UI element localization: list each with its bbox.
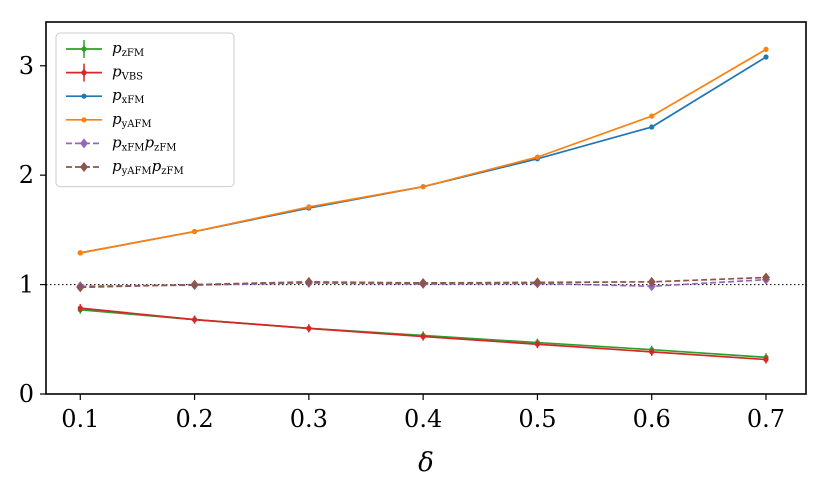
data-point (191, 317, 198, 323)
data-point (80, 138, 88, 149)
legend: pzFM pVBS pxFM pyAFM pxFMpzFM pyAFMpzFM (55, 32, 235, 188)
data-point (763, 356, 769, 363)
legend-item: pVBS (66, 63, 143, 83)
series-p-yafm-p-zfm (76, 272, 770, 293)
x-axis-label: δ (418, 448, 434, 478)
data-point (649, 124, 655, 130)
data-point (649, 113, 655, 119)
legend-box (55, 32, 235, 188)
x-tick-label: 0.2 (175, 405, 213, 433)
legend-label: pVBS (112, 63, 143, 83)
y-tick-label: 0 (19, 380, 34, 408)
legend-item: pyAFM (66, 110, 152, 130)
data-point (533, 277, 542, 288)
data-point (647, 276, 656, 287)
y-axis: 0 1 2 3 (19, 52, 46, 408)
data-point (190, 279, 199, 290)
legend-label: pyAFMpzFM (112, 157, 184, 177)
legend-item: pyAFMpzFM (66, 157, 184, 177)
legend-label: pyAFM (112, 110, 152, 130)
x-tick-label: 0.4 (404, 405, 442, 433)
data-point (763, 54, 769, 60)
legend-item: pxFM (66, 86, 144, 106)
data-point (191, 228, 198, 235)
y-tick-label: 2 (19, 161, 34, 189)
y-tick-label: 3 (19, 52, 34, 80)
data-point (81, 117, 87, 123)
data-point (763, 46, 769, 52)
data-point (77, 305, 83, 311)
data-point (306, 325, 312, 331)
data-point (762, 272, 770, 283)
series-p-vbs (77, 304, 769, 364)
data-point (76, 282, 85, 293)
series-p-yafm (77, 46, 769, 256)
series-layer (76, 46, 770, 364)
legend-item: pzFM (66, 39, 144, 59)
x-tick-label: 0.1 (61, 405, 99, 433)
data-point (306, 204, 312, 210)
data-point (77, 250, 83, 256)
x-axis: 0.1 0.2 0.3 0.4 0.5 0.6 0.7 (61, 394, 785, 433)
plot-frame (45, 21, 807, 395)
y-tick-label: 1 (19, 271, 34, 299)
legend-item: pxFMpzFM (66, 133, 177, 153)
legend-label: pzFM (112, 39, 144, 59)
data-point (420, 333, 426, 340)
x-tick-label: 0.7 (747, 405, 785, 433)
data-point (649, 349, 655, 355)
data-point (420, 184, 426, 190)
data-point (419, 277, 428, 288)
data-point (81, 93, 87, 99)
legend-label: pxFM (112, 86, 144, 106)
legend-label: pxFMpzFM (112, 133, 177, 153)
data-point (304, 276, 313, 287)
x-tick-label: 0.5 (518, 405, 556, 433)
data-point (534, 341, 541, 347)
data-point (80, 162, 88, 172)
data-point (534, 154, 541, 160)
x-tick-label: 0.6 (633, 405, 671, 433)
x-tick-label: 0.3 (290, 405, 328, 433)
